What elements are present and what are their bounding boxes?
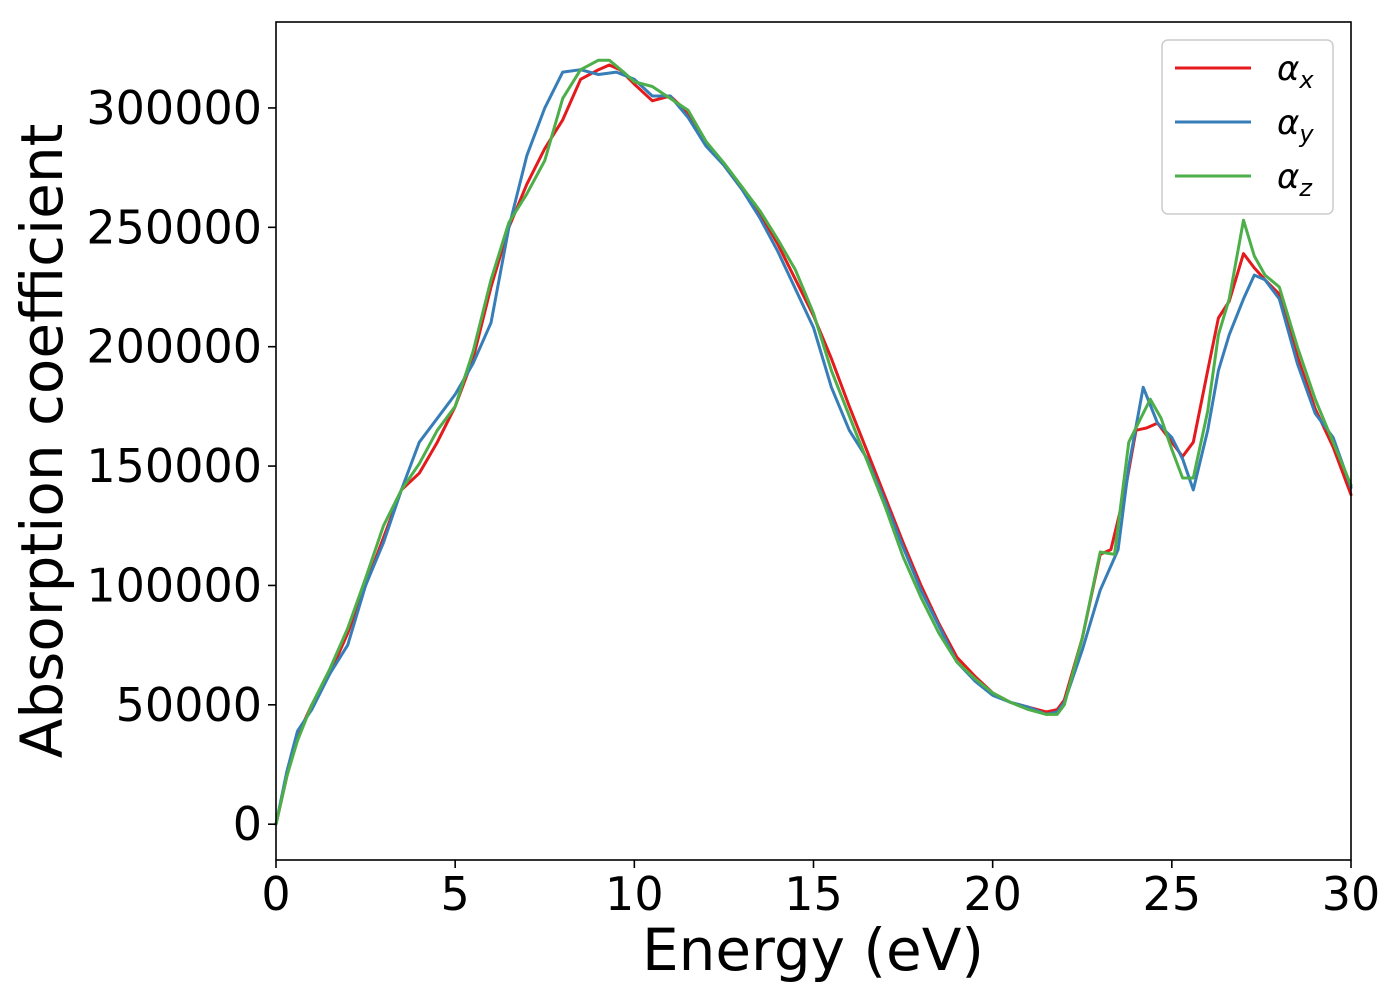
y-tick-label: 200000 — [86, 320, 262, 374]
y-tick-label: 150000 — [86, 439, 262, 493]
x-tick-label: 15 — [784, 867, 843, 921]
x-tick-label: 30 — [1322, 867, 1381, 921]
y-tick-label: 50000 — [116, 678, 262, 732]
x-tick-label: 20 — [963, 867, 1022, 921]
x-tick-label: 0 — [261, 867, 290, 921]
x-tick-label: 10 — [605, 867, 664, 921]
legend-label-y: αy — [1277, 103, 1314, 148]
x-tick-label: 25 — [1143, 867, 1202, 921]
series-line-z — [274, 58, 1353, 826]
y-tick-label: 100000 — [86, 558, 262, 612]
y-axis-title: Absorption coefficient — [8, 124, 76, 759]
y-tick-label: 300000 — [86, 81, 262, 135]
x-axis-title: Energy (eV) — [642, 916, 984, 984]
y-tick-label: 0 — [233, 797, 262, 851]
legend: αx αy αz — [1161, 39, 1334, 215]
legend-label-z: αz — [1277, 157, 1313, 202]
x-tick-label: 5 — [441, 867, 470, 921]
legend-box — [1161, 39, 1334, 215]
y-tick-label: 250000 — [86, 200, 262, 254]
series-line-y — [274, 68, 1353, 826]
legend-label-x: αx — [1277, 49, 1314, 94]
